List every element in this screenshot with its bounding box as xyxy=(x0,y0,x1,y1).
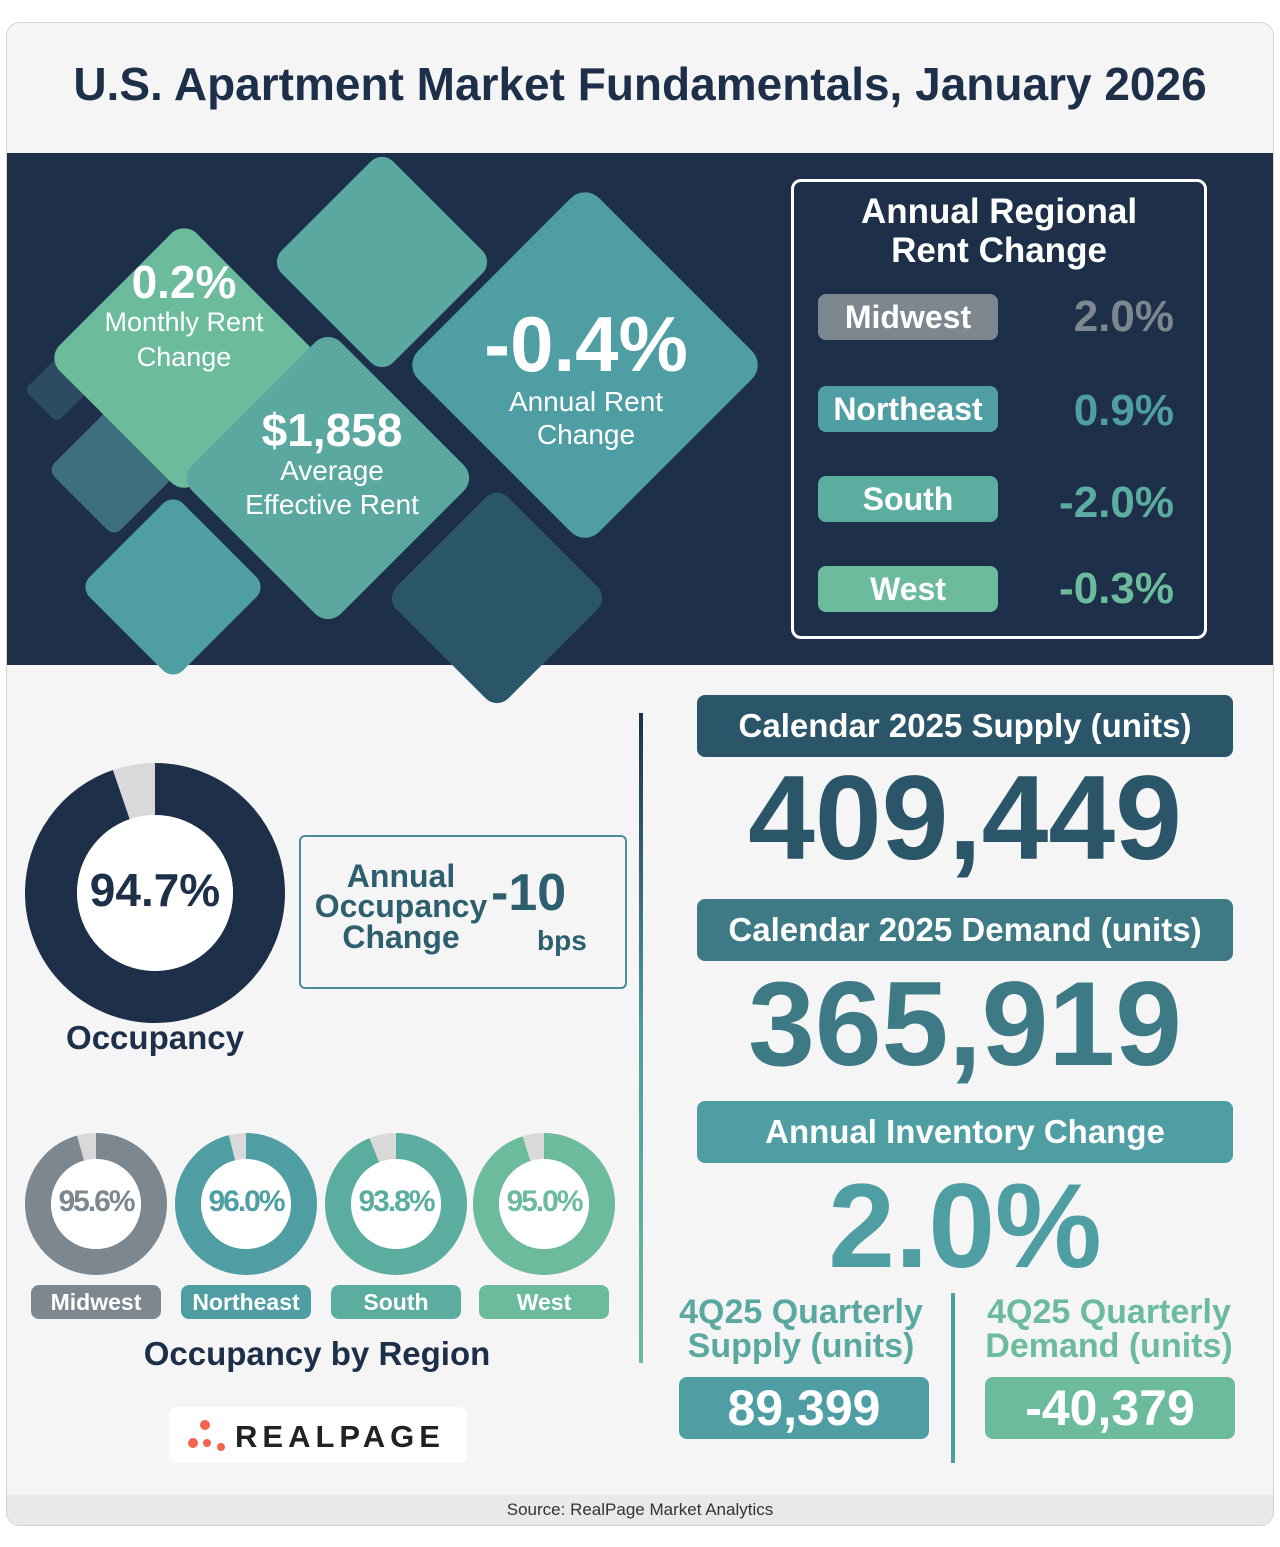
occ-change-label-3: Change xyxy=(342,918,460,955)
average-rent-label-2-overlay: Effective Rent xyxy=(245,489,419,521)
annual-occupancy-change-label: Annual Occupancy Change xyxy=(301,858,501,955)
quarterly-supply-label: 4Q25 Quarterly Supply (units) xyxy=(663,1295,939,1363)
region-value-midwest: 2.0% xyxy=(1073,292,1174,341)
occupancy-by-region-label: Occupancy by Region xyxy=(143,1335,491,1372)
occupancy-donut xyxy=(25,763,285,1023)
region-occupancy-label-west: West xyxy=(479,1285,609,1319)
diamond-annual-rent xyxy=(412,192,758,538)
region-donut-south xyxy=(325,1133,467,1275)
region-occupancy-value-west: 95.0% xyxy=(506,1185,583,1218)
diamond-average-rent-overlap xyxy=(186,336,470,620)
regional-rent-title-2: Rent Change xyxy=(891,231,1107,271)
demand-value: 365,919 xyxy=(748,957,1182,1091)
quarterly-demand-value: -40,379 xyxy=(985,1377,1235,1439)
source-footer: Source: RealPage Market Analytics xyxy=(7,1495,1273,1525)
demand-header: Calendar 2025 Demand (units) xyxy=(697,899,1233,961)
annual-occupancy-change-value: -10 xyxy=(491,864,567,922)
region-value-west: -0.3% xyxy=(1059,564,1174,613)
region-value-south: -2.0% xyxy=(1059,478,1174,527)
quarterly-supply-label-1: 4Q25 Quarterly xyxy=(679,1293,923,1331)
monthly-rent-label-1: Monthly Rent xyxy=(104,306,264,337)
annual-rent-value: -0.4% xyxy=(484,300,688,388)
realpage-logo-text: REALPAGE xyxy=(235,1419,445,1454)
region-donut-center-south xyxy=(351,1159,441,1249)
quarterly-demand-label: 4Q25 Quarterly Demand (units) xyxy=(971,1295,1247,1363)
page-title: U.S. Apartment Market Fundamentals, Janu… xyxy=(73,58,1207,110)
region-occupancy-value-midwest: 95.6% xyxy=(58,1185,135,1218)
average-effective-rent-overlay: $1,858 Average Effective Rent xyxy=(217,405,447,521)
occupancy-label: Occupancy xyxy=(66,1019,244,1056)
annual-rent-label-2: Change xyxy=(536,418,636,450)
occ-change-label-1: Annual xyxy=(346,858,456,894)
region-occupancy-label-northeast: Northeast xyxy=(181,1285,311,1319)
divider-vertical xyxy=(639,713,643,1363)
divider-quarterly xyxy=(951,1293,955,1463)
diamond-decor-bottom xyxy=(391,492,603,704)
region-pill-west: West xyxy=(818,566,998,612)
regional-rent-title-1: Annual Regional xyxy=(860,192,1138,231)
region-donut-center-northeast xyxy=(201,1159,291,1249)
quarterly-supply-label-2: Supply (units) xyxy=(687,1327,915,1365)
supply-value: 409,449 xyxy=(748,751,1182,885)
region-occupancy-value-northeast: 96.0% xyxy=(208,1185,285,1218)
region-donut-arc-midwest xyxy=(25,1133,167,1275)
region-pill-south: South xyxy=(818,476,998,522)
occupancy-value: 94.7% xyxy=(89,864,221,916)
regional-rent-box: Annual Regional Rent Change Midwest 2.0%… xyxy=(791,179,1207,639)
region-occupancy-label-midwest: Midwest xyxy=(31,1285,161,1319)
infographic-card: U.S. Apartment Market Fundamentals, Janu… xyxy=(6,22,1274,1526)
monthly-rent-change: 0.2% Monthly Rent Change xyxy=(84,257,284,373)
quarterly-supply-value: 89,399 xyxy=(679,1377,929,1439)
occupancy-donut-arc xyxy=(25,763,285,1023)
annual-occupancy-change-box: Annual Occupancy Change -10 bps xyxy=(299,835,627,989)
region-donut-center-midwest xyxy=(51,1159,141,1249)
region-donut-northeast xyxy=(175,1133,317,1275)
region-donut-center-west xyxy=(499,1159,589,1249)
occupancy-donut-center xyxy=(77,815,233,971)
region-pill-northeast: Northeast xyxy=(818,386,998,432)
realpage-logo: REALPAGE xyxy=(169,1407,467,1463)
region-occupancy-value-south: 93.8% xyxy=(358,1185,435,1218)
annual-rent-change: -0.4% Annual Rent Change xyxy=(453,305,719,451)
region-donut-arc-west xyxy=(473,1133,615,1275)
region-value-northeast: 0.9% xyxy=(1073,386,1174,435)
average-rent-value-overlay: $1,858 xyxy=(261,404,403,456)
quarterly-demand-label-2: Demand (units) xyxy=(985,1327,1233,1365)
annual-rent-label-1: Annual Rent xyxy=(508,386,664,417)
annual-occupancy-change-unit: bps xyxy=(537,925,587,956)
occ-change-label-2: Occupancy xyxy=(314,888,488,925)
region-donut-west xyxy=(473,1133,615,1275)
inventory-header: Annual Inventory Change xyxy=(697,1101,1233,1163)
inventory-value: 2.0% xyxy=(828,1159,1102,1293)
average-rent-label-1-overlay: Average xyxy=(280,454,384,486)
region-donut-midwest xyxy=(25,1133,167,1275)
region-pill-midwest: Midwest xyxy=(818,294,998,340)
quarterly-demand-label-1: 4Q25 Quarterly xyxy=(987,1293,1231,1331)
region-donut-arc-south xyxy=(325,1133,467,1275)
realpage-dots-icon xyxy=(188,1420,225,1451)
diamond-decor-4 xyxy=(276,156,488,368)
diamond-decor-left-bottom xyxy=(85,499,261,675)
supply-header: Calendar 2025 Supply (units) xyxy=(697,695,1233,757)
regional-rent-title: Annual Regional Rent Change xyxy=(794,192,1204,270)
region-donut-arc-northeast xyxy=(175,1133,317,1275)
monthly-rent-label-2: Change xyxy=(136,342,232,373)
monthly-rent-value: 0.2% xyxy=(131,256,237,308)
region-occupancy-label-south: South xyxy=(331,1285,461,1319)
diamond-overlap-layer xyxy=(85,336,603,704)
